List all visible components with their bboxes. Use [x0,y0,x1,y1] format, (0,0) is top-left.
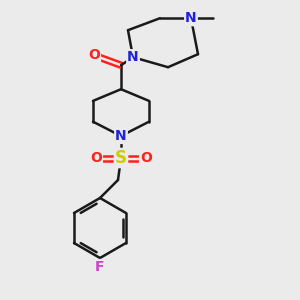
Text: N: N [115,129,127,143]
Text: N: N [185,11,197,25]
Text: F: F [95,260,105,274]
Text: O: O [140,151,152,165]
Text: O: O [90,151,102,165]
Text: N: N [127,50,139,64]
Text: O: O [88,48,100,62]
Text: S: S [115,149,127,167]
